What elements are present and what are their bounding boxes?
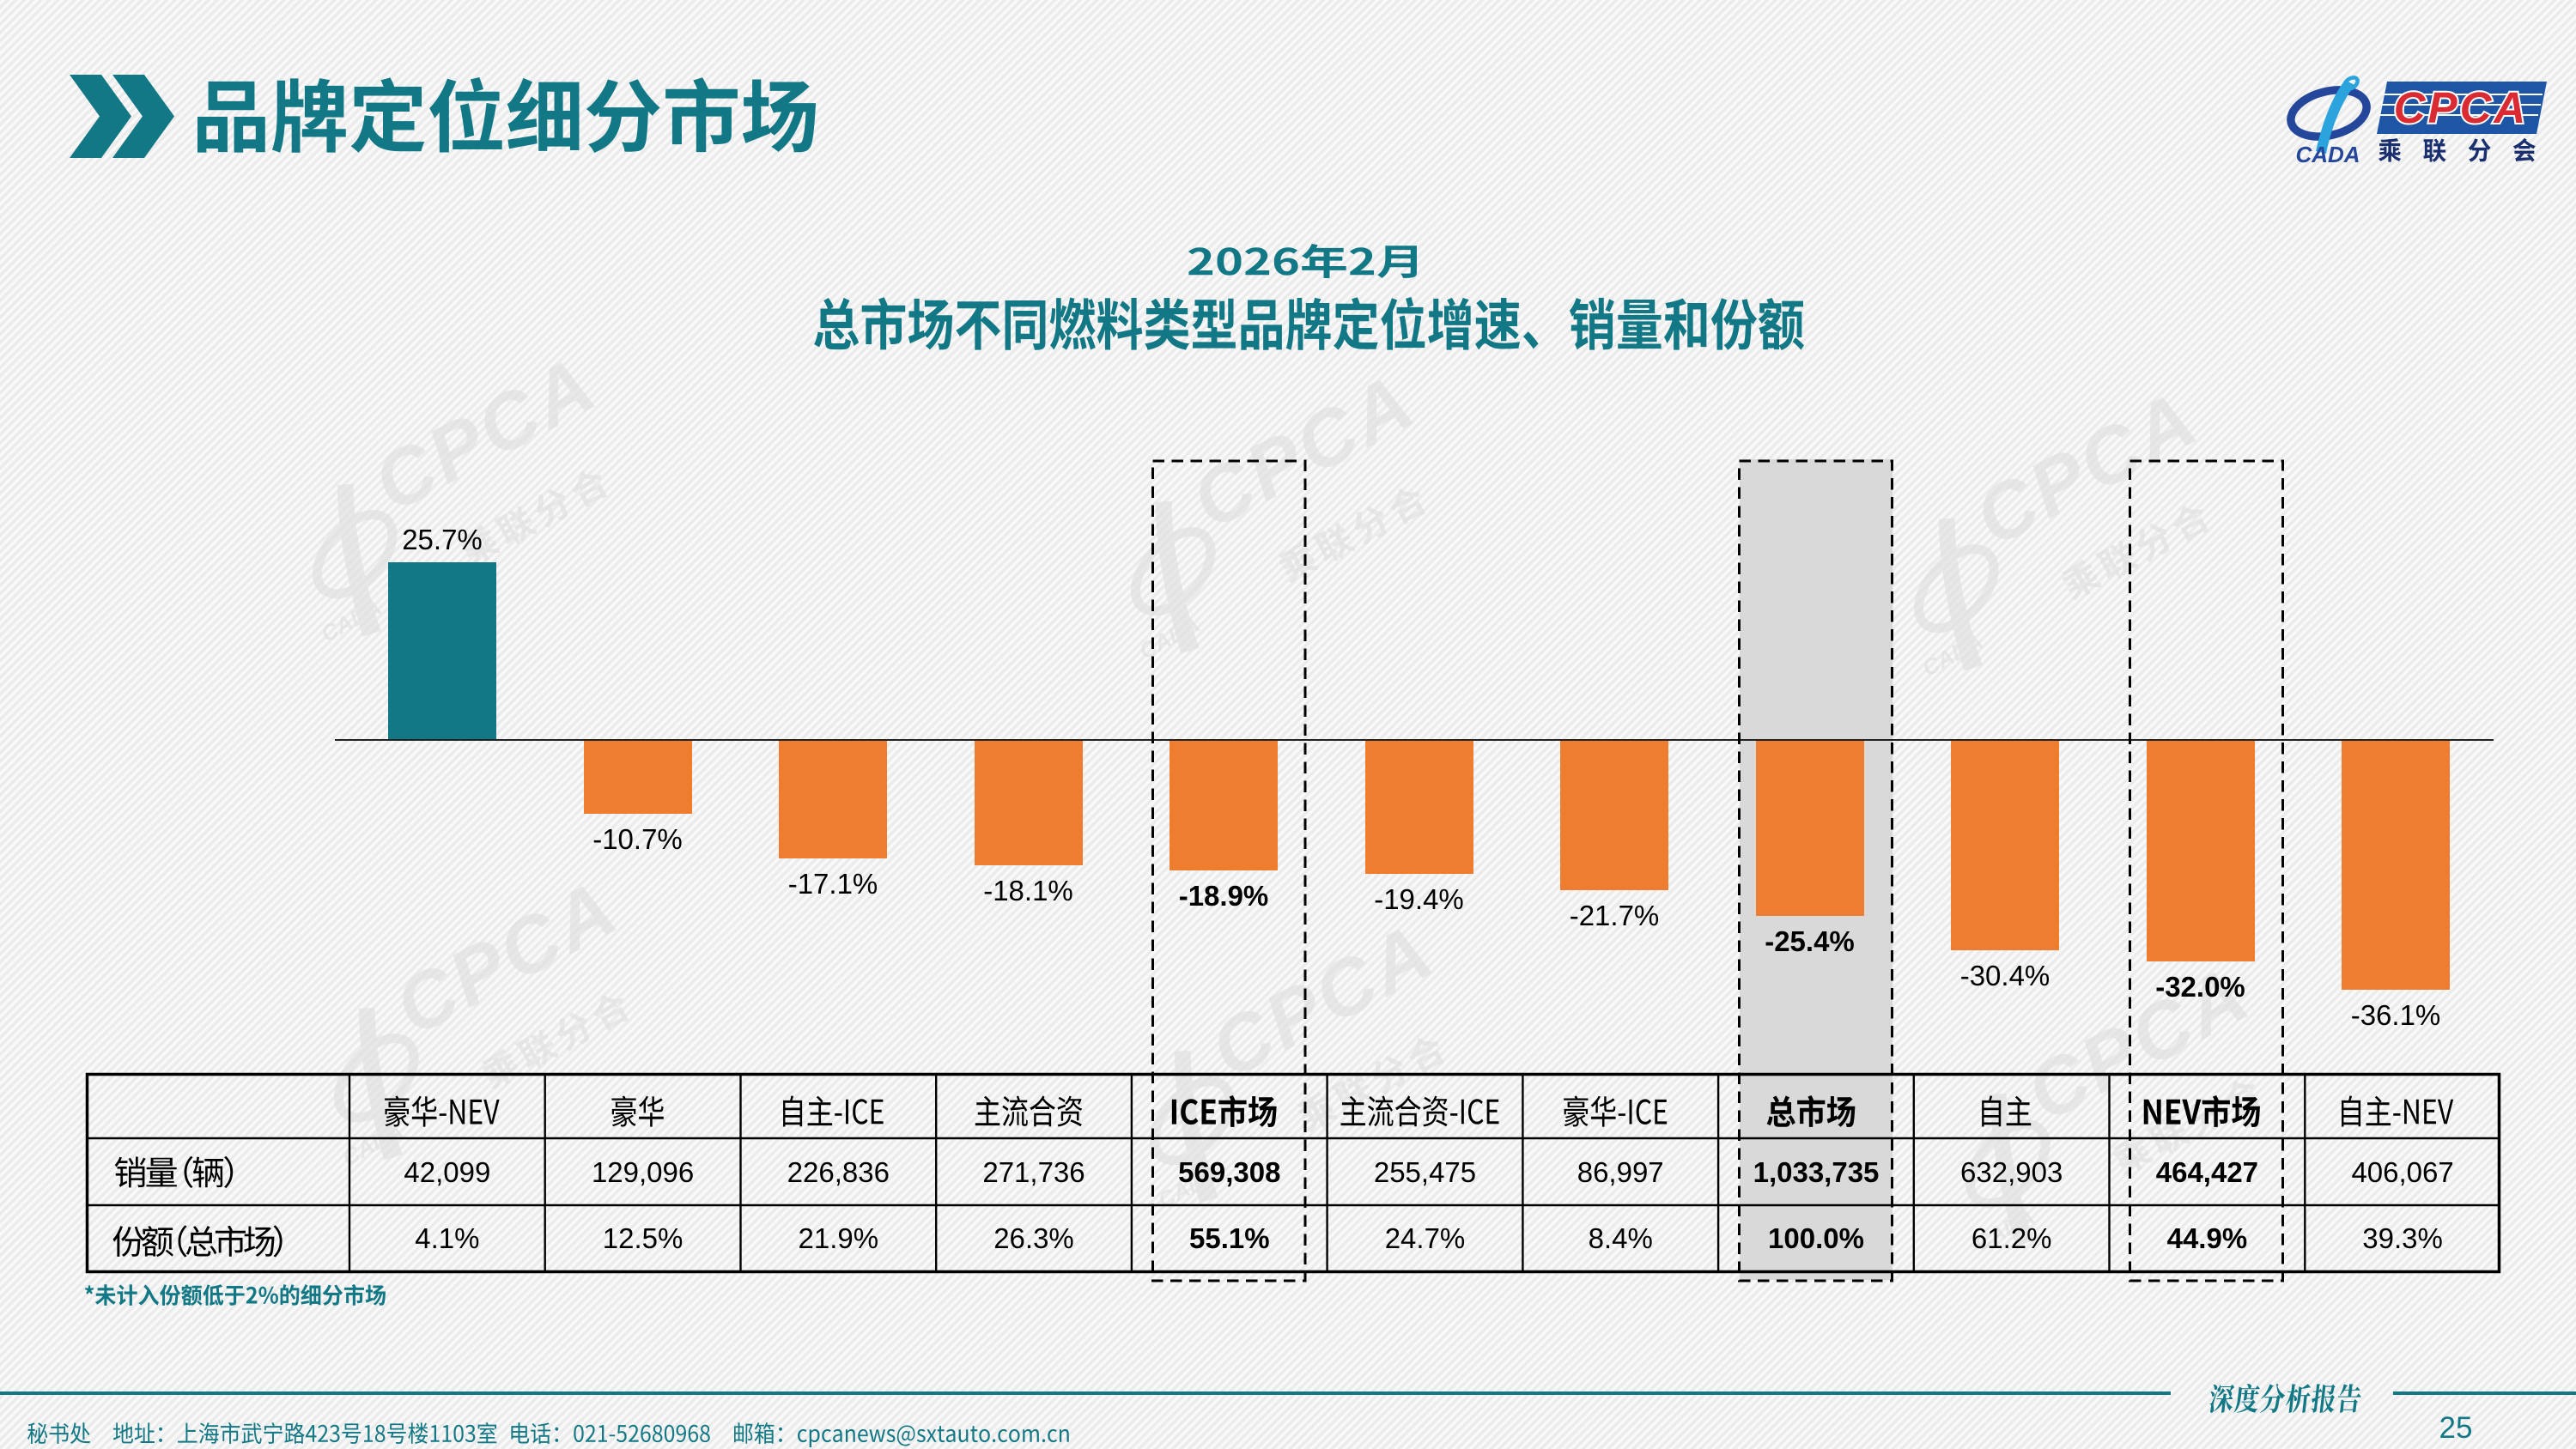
svg-text:CADA: CADA — [2295, 142, 2360, 167]
svg-text:CPCA: CPCA — [2394, 83, 2529, 132]
